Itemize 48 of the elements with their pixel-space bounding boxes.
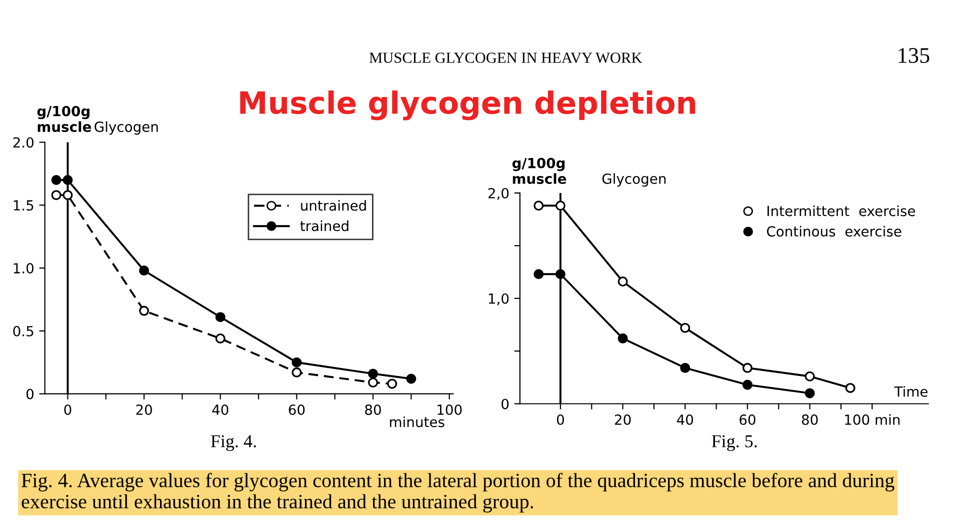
y-tick-label: 0 bbox=[26, 388, 34, 400]
x-tick-label: 0 bbox=[64, 404, 72, 415]
caption: Fig. 4. bbox=[210, 435, 256, 452]
y-tick-label: 1.5 bbox=[14, 200, 34, 211]
y-tick-label: 1,0 bbox=[488, 293, 509, 306]
text: MUSCLE GLYCOGEN IN HEAVY WORK bbox=[369, 52, 642, 63]
point bbox=[51, 174, 62, 185]
x-tick-label: 100 bbox=[438, 404, 462, 415]
x-tick-label: 0 bbox=[556, 414, 564, 425]
x-tick-label: 40 bbox=[212, 404, 228, 415]
point bbox=[139, 266, 150, 276]
x-tick-label: 60 bbox=[740, 414, 756, 425]
point bbox=[804, 388, 815, 398]
point bbox=[618, 333, 628, 344]
x-tick-label: 100 min bbox=[845, 414, 900, 425]
caption: Fig. 5. bbox=[712, 435, 757, 452]
text: 135 bbox=[898, 48, 930, 63]
legend-label: Continous exercise bbox=[766, 226, 902, 237]
point bbox=[742, 380, 752, 390]
x-tick-label: 80 bbox=[802, 414, 818, 425]
x-tick-label: 20 bbox=[136, 404, 152, 415]
point bbox=[555, 269, 566, 280]
x-tick-label: 60 bbox=[288, 404, 305, 415]
point bbox=[680, 362, 690, 373]
x-tick-label: 20 bbox=[614, 414, 631, 425]
x-axis-title: Time bbox=[894, 386, 928, 397]
y-tick-label: 0.5 bbox=[13, 326, 34, 336]
x-tick-label: 80 bbox=[365, 404, 381, 415]
legend-label: untrained bbox=[301, 200, 366, 211]
caption: Fig. 4. Average values for glycogen content in the lateral portion of the quadriceps muscle before and during exercise until exhaustion in the trained and the untrained group. bbox=[22, 472, 894, 513]
point bbox=[62, 174, 73, 185]
chart-title: Muscle glycogen depletion bbox=[240, 90, 696, 120]
point bbox=[368, 368, 378, 379]
point bbox=[215, 312, 226, 322]
point bbox=[292, 357, 302, 368]
x-axis-title: minutes bbox=[390, 416, 444, 428]
chart-subtitle: Glycogen bbox=[602, 173, 666, 187]
chart-subtitle: Glycogen bbox=[94, 121, 158, 135]
y-axis-title: g/100g muscle bbox=[37, 106, 92, 132]
y-axis-title: g/100g muscle bbox=[512, 158, 566, 184]
point bbox=[534, 269, 544, 280]
point bbox=[406, 374, 416, 384]
legend-label: trained bbox=[300, 220, 348, 232]
y-tick-label: 1.0 bbox=[14, 263, 34, 274]
y-tick-label: 2,0 bbox=[488, 188, 509, 200]
y-tick-label: 2.0 bbox=[13, 137, 34, 148]
x-tick-label: 40 bbox=[676, 414, 694, 425]
legend-label: Intermittent exercise bbox=[768, 205, 916, 216]
